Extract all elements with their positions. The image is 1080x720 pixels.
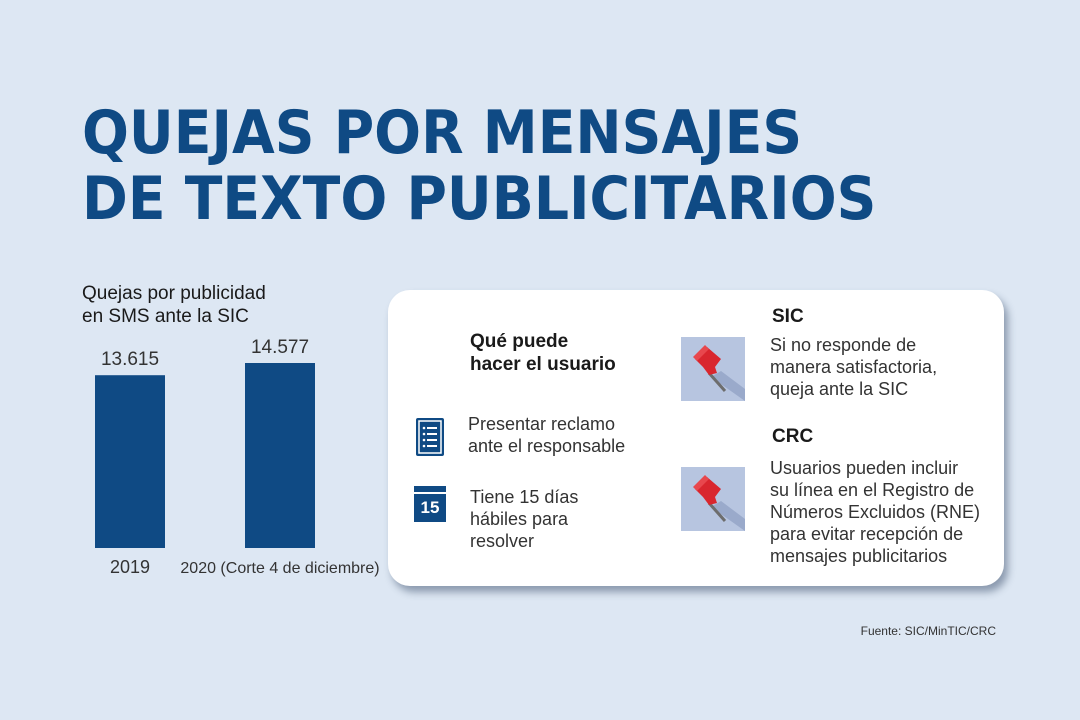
crc-line-2: su línea en el Registro de bbox=[770, 480, 975, 500]
sic-line-1: Si no responde de bbox=[770, 335, 917, 355]
chart-title: Quejas por publicidad en SMS ante la SIC bbox=[82, 282, 266, 328]
org-heading-crc: CRC bbox=[772, 426, 814, 447]
chart-title-line-1: Quejas por publicidad bbox=[82, 283, 266, 304]
source-note: Fuente: SIC/MinTIC/CRC bbox=[860, 624, 996, 638]
pin-icon bbox=[681, 467, 745, 531]
item-2-line-2: hábiles para bbox=[470, 509, 569, 529]
org-heading-sic: SIC bbox=[772, 306, 804, 327]
sic-description: Si no responde de manera satisfactoria, … bbox=[770, 334, 937, 400]
item-tiene-15-dias: Tiene 15 días hábiles para resolver bbox=[470, 486, 578, 552]
calendar-day: 15 bbox=[414, 494, 446, 522]
bar-2020 bbox=[245, 363, 315, 548]
bar-chart: 13.615 2019 14.577 2020 (Corte 4 de diciemb… bbox=[95, 337, 380, 577]
page-title: QUEJAS POR MENSAJES DE TEXTO PUBLICITARI… bbox=[82, 100, 876, 232]
chart-title-line-2: en SMS ante la SIC bbox=[82, 306, 249, 327]
calendar-icon: 15 bbox=[414, 486, 446, 522]
card-heading-line-1: Qué puede bbox=[470, 331, 569, 352]
title-line-1: QUEJAS POR MENSAJES bbox=[82, 98, 803, 168]
crc-line-1: Usuarios pueden incluir bbox=[770, 458, 959, 478]
item-2-line-3: resolver bbox=[470, 531, 535, 551]
item-presentar-reclamo: Presentar reclamo ante el responsable bbox=[468, 413, 625, 457]
item-1-line-1: Presentar reclamo bbox=[468, 414, 616, 434]
title-line-2: DE TEXTO PUBLICITARIOS bbox=[82, 164, 877, 234]
bar-2019 bbox=[95, 375, 165, 548]
sic-line-2: manera satisfactoria, bbox=[770, 357, 938, 377]
value-label: 13.615 bbox=[101, 349, 159, 370]
crc-line-3: Números Excluidos (RNE) bbox=[770, 502, 981, 522]
value-label: 14.577 bbox=[251, 337, 309, 358]
card-heading-line-2: hacer el usuario bbox=[470, 354, 616, 375]
crc-description: Usuarios pueden incluir su línea en el R… bbox=[770, 457, 980, 567]
sic-line-3: queja ante la SIC bbox=[770, 379, 909, 399]
calendar-top-bar bbox=[414, 486, 446, 492]
item-2-line-1: Tiene 15 días bbox=[470, 487, 579, 507]
item-1-line-2: ante el responsable bbox=[468, 436, 626, 456]
card-heading: Qué puede hacer el usuario bbox=[470, 330, 616, 376]
category-label: 2020 (Corte 4 de diciembre) bbox=[180, 560, 379, 577]
crc-line-4: para evitar recepción de bbox=[770, 524, 964, 544]
crc-line-5: mensajes publicitarios bbox=[770, 546, 948, 566]
category-label: 2019 bbox=[110, 557, 150, 577]
document-icon bbox=[416, 418, 444, 456]
pin-icon bbox=[681, 337, 745, 401]
